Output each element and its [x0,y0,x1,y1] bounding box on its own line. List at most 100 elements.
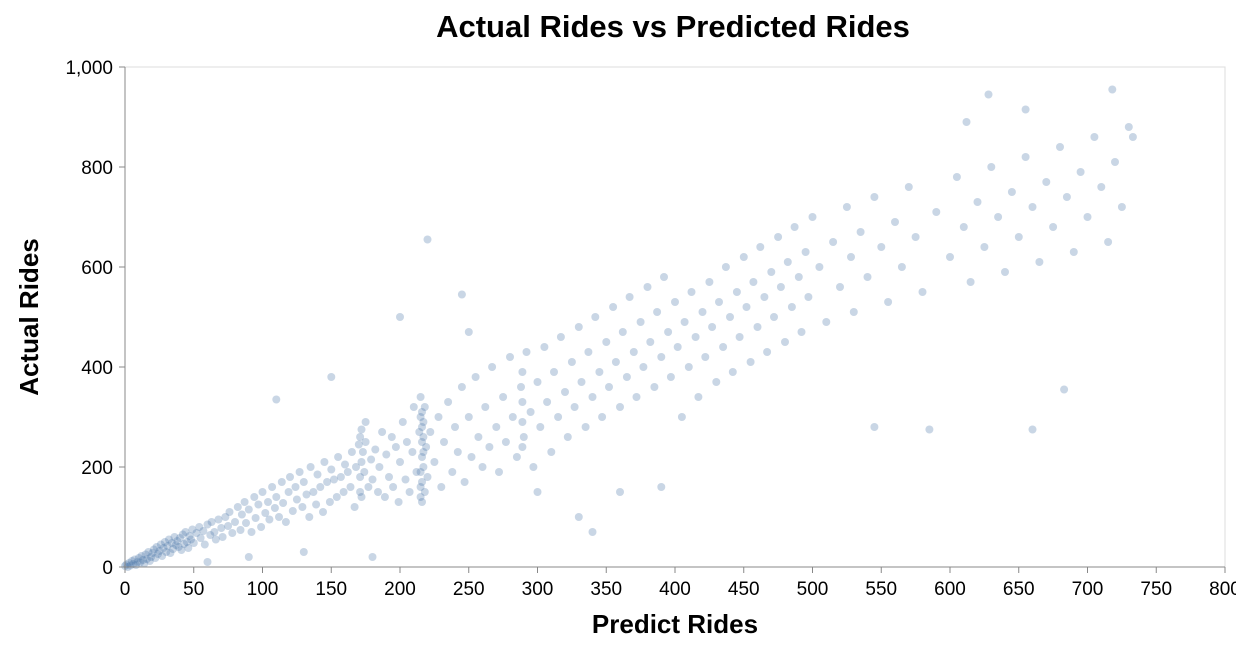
data-point [189,539,198,547]
data-point [228,529,237,537]
data-point [543,398,552,406]
data-point [684,363,693,371]
data-point [250,493,259,501]
data-point [1076,168,1085,176]
data-point [471,373,480,381]
data-point [199,527,208,535]
data-point [622,373,631,381]
data-point [650,383,659,391]
data-point [233,503,242,511]
data-point [616,488,624,496]
data-point [207,518,216,526]
data-point [145,557,154,565]
data-point [1097,183,1106,191]
data-point [529,463,538,471]
data-point [671,298,679,306]
data-point [1104,238,1113,246]
data-point [174,543,183,551]
data-point [257,523,266,531]
data-point [268,483,277,491]
data-point [391,443,400,451]
y-axis-label: Actual Rides [14,238,44,396]
data-point [265,515,274,524]
data-point [374,488,382,496]
data-point [419,433,428,441]
data-point [973,198,982,206]
data-point [760,293,769,301]
data-point [767,268,776,276]
data-point [151,554,160,562]
data-point [842,203,851,211]
data-point [136,558,145,567]
data-point [182,538,191,546]
data-point [188,525,197,534]
data-point [763,348,772,356]
data-point [602,338,611,346]
data-point [694,393,703,401]
data-point [357,425,366,434]
data-point [258,488,267,496]
data-point [180,540,189,548]
data-point [1117,203,1126,211]
data-point [166,549,175,557]
data-point [478,463,487,471]
data-point [1111,158,1119,166]
data-point [402,438,411,446]
data-point [849,308,858,316]
data-point [176,534,184,542]
data-point [467,453,476,461]
data-point [588,528,597,536]
data-point [563,433,572,441]
data-point [295,468,304,476]
data-point [210,528,219,536]
data-point [236,526,245,534]
data-point [1035,258,1044,266]
data-point [536,423,545,431]
data-point [588,393,597,401]
x-axis-ticks: 0 50 100 150 200 250 300 350 400 450 500 550 600 650 7… [120,567,1236,600]
data-point [396,458,404,466]
data-point [240,498,249,506]
data-point [292,495,301,504]
data-point [418,478,426,486]
data-point [130,555,139,564]
data-point [291,483,300,491]
data-point [508,413,517,421]
data-point [581,423,590,431]
data-point [774,233,783,241]
data-point [367,455,376,464]
data-point [526,408,535,416]
data-point [420,403,429,411]
data-point [829,238,838,246]
data-point [298,503,307,511]
data-point [144,548,153,556]
x-axis-label: Predict Rides [592,609,758,639]
data-point [185,532,194,540]
data-point [155,547,164,555]
data-point [966,278,975,286]
data-point [196,534,205,542]
data-point [756,243,765,251]
data-point [453,448,462,456]
data-point [794,273,803,281]
data-point [133,558,142,566]
data-point [657,483,666,491]
data-point [148,549,157,557]
data-point [327,465,336,474]
data-point [726,313,734,321]
data-point [325,498,334,506]
data-point [464,413,473,421]
data-point [299,478,308,486]
data-point [595,368,604,376]
x-tick-label: 200 [384,579,416,600]
data-point [319,508,327,516]
data-point [434,413,443,421]
data-point [790,223,799,231]
data-point [387,433,396,441]
data-point [721,263,730,271]
data-point [616,403,624,411]
data-point [719,343,728,351]
data-point [165,535,173,544]
data-point [870,193,879,201]
data-point [1021,153,1030,161]
